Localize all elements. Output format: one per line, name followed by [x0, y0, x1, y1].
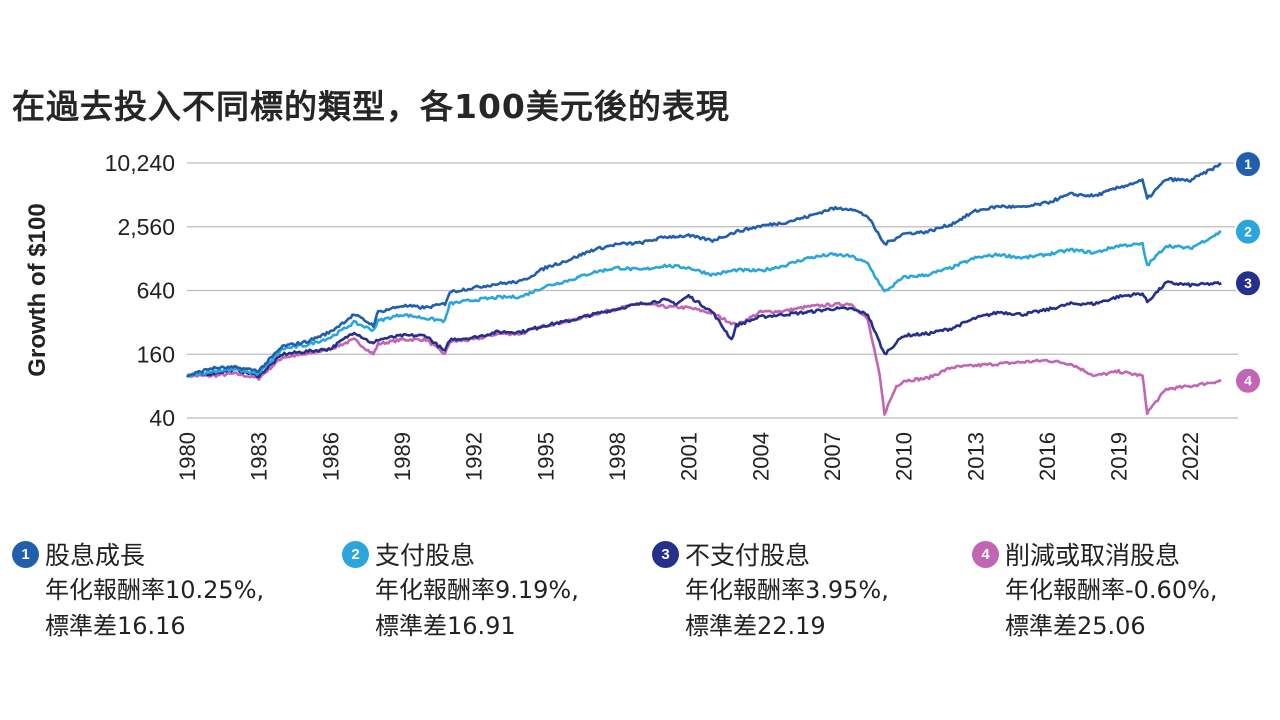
legend-item-2: 2 支付股息 年化報酬率9.19%, 標準差16.91 [342, 536, 579, 644]
legend-stddev: 標準差16.91 [375, 612, 516, 640]
y-tick-label: 40 [149, 405, 175, 431]
x-tick-label: 1992 [462, 432, 487, 481]
legend-badge: 1 [12, 540, 39, 568]
y-tick-label: 10,240 [105, 150, 175, 176]
legend-return: 年化報酬率3.95%, [685, 576, 889, 604]
series-marker-label: 3 [1244, 275, 1252, 291]
legend-return: 年化報酬率-0.60%, [1005, 576, 1218, 604]
x-tick-label: 1989 [390, 432, 415, 481]
legend-item-3: 3 不支付股息 年化報酬率3.95%, 標準差22.19 [652, 536, 889, 644]
x-tick-label: 1980 [175, 432, 200, 481]
series-line [186, 280, 1222, 379]
series-marker [1234, 269, 1262, 298]
x-tick-label: 2007 [820, 432, 845, 481]
x-tick-label: 2019 [1107, 432, 1132, 481]
series-marker [1234, 366, 1262, 395]
series-marker-label: 2 [1244, 224, 1252, 240]
series-line [186, 162, 1222, 378]
series-line [186, 230, 1222, 378]
y-tick-label: 2,560 [117, 214, 175, 240]
x-tick-label: 2022 [1178, 432, 1203, 481]
legend-item-1: 1 股息成長 年化報酬率10.25%, 標準差16.16 [12, 536, 264, 644]
x-tick-label: 1995 [533, 432, 558, 481]
series-marker-label: 4 [1244, 373, 1252, 389]
legend-return: 年化報酬率9.19%, [375, 576, 579, 604]
y-tick-label: 640 [137, 278, 175, 304]
series-marker [1234, 150, 1262, 179]
series-markers: 4 3 2 1 [1234, 150, 1262, 395]
x-tick-labels: 1980 1983 1986 1989 1992 1995 1998 2001 2004 2007… [175, 432, 1203, 481]
x-tick-label: 2013 [963, 432, 988, 481]
legend-name: 股息成長 [45, 541, 146, 570]
legend-name: 削減或取消股息 [1005, 541, 1181, 570]
series-line [185, 301, 1222, 416]
y-tick-label: 160 [137, 341, 175, 367]
x-tick-label: 2004 [748, 432, 773, 481]
legend-return: 年化報酬率10.25%, [45, 576, 265, 604]
x-tick-label: 1986 [318, 432, 343, 481]
series-marker [1234, 217, 1262, 246]
x-tick-label: 2016 [1035, 432, 1060, 481]
x-tick-label: 1998 [605, 432, 630, 481]
legend-badge: 2 [342, 540, 369, 568]
grid-lines [187, 162, 1238, 419]
y-axis-label: Growth of $100 [24, 203, 51, 376]
legend-name: 不支付股息 [685, 541, 811, 570]
x-tick-label: 1983 [247, 432, 272, 481]
y-tick-labels: 40 160 640 2,560 10,240 [105, 150, 175, 431]
legend-stddev: 標準差25.06 [1005, 612, 1146, 640]
legend-badge: 3 [652, 540, 679, 568]
x-tick-label: 2001 [677, 432, 702, 481]
series-lines [185, 162, 1222, 416]
legend-badge: 4 [972, 540, 999, 568]
legend-stddev: 標準差16.16 [45, 612, 186, 640]
x-tick-label: 2010 [892, 432, 917, 481]
chart-title: 在過去投入不同標的類型，各100美元後的表現 [12, 87, 730, 126]
legend-name: 支付股息 [375, 541, 476, 570]
legend-stddev: 標準差22.19 [685, 612, 826, 640]
series-marker-label: 1 [1244, 156, 1252, 172]
legend-item-4: 4 削減或取消股息 年化報酬率-0.60%, 標準差25.06 [972, 536, 1218, 644]
